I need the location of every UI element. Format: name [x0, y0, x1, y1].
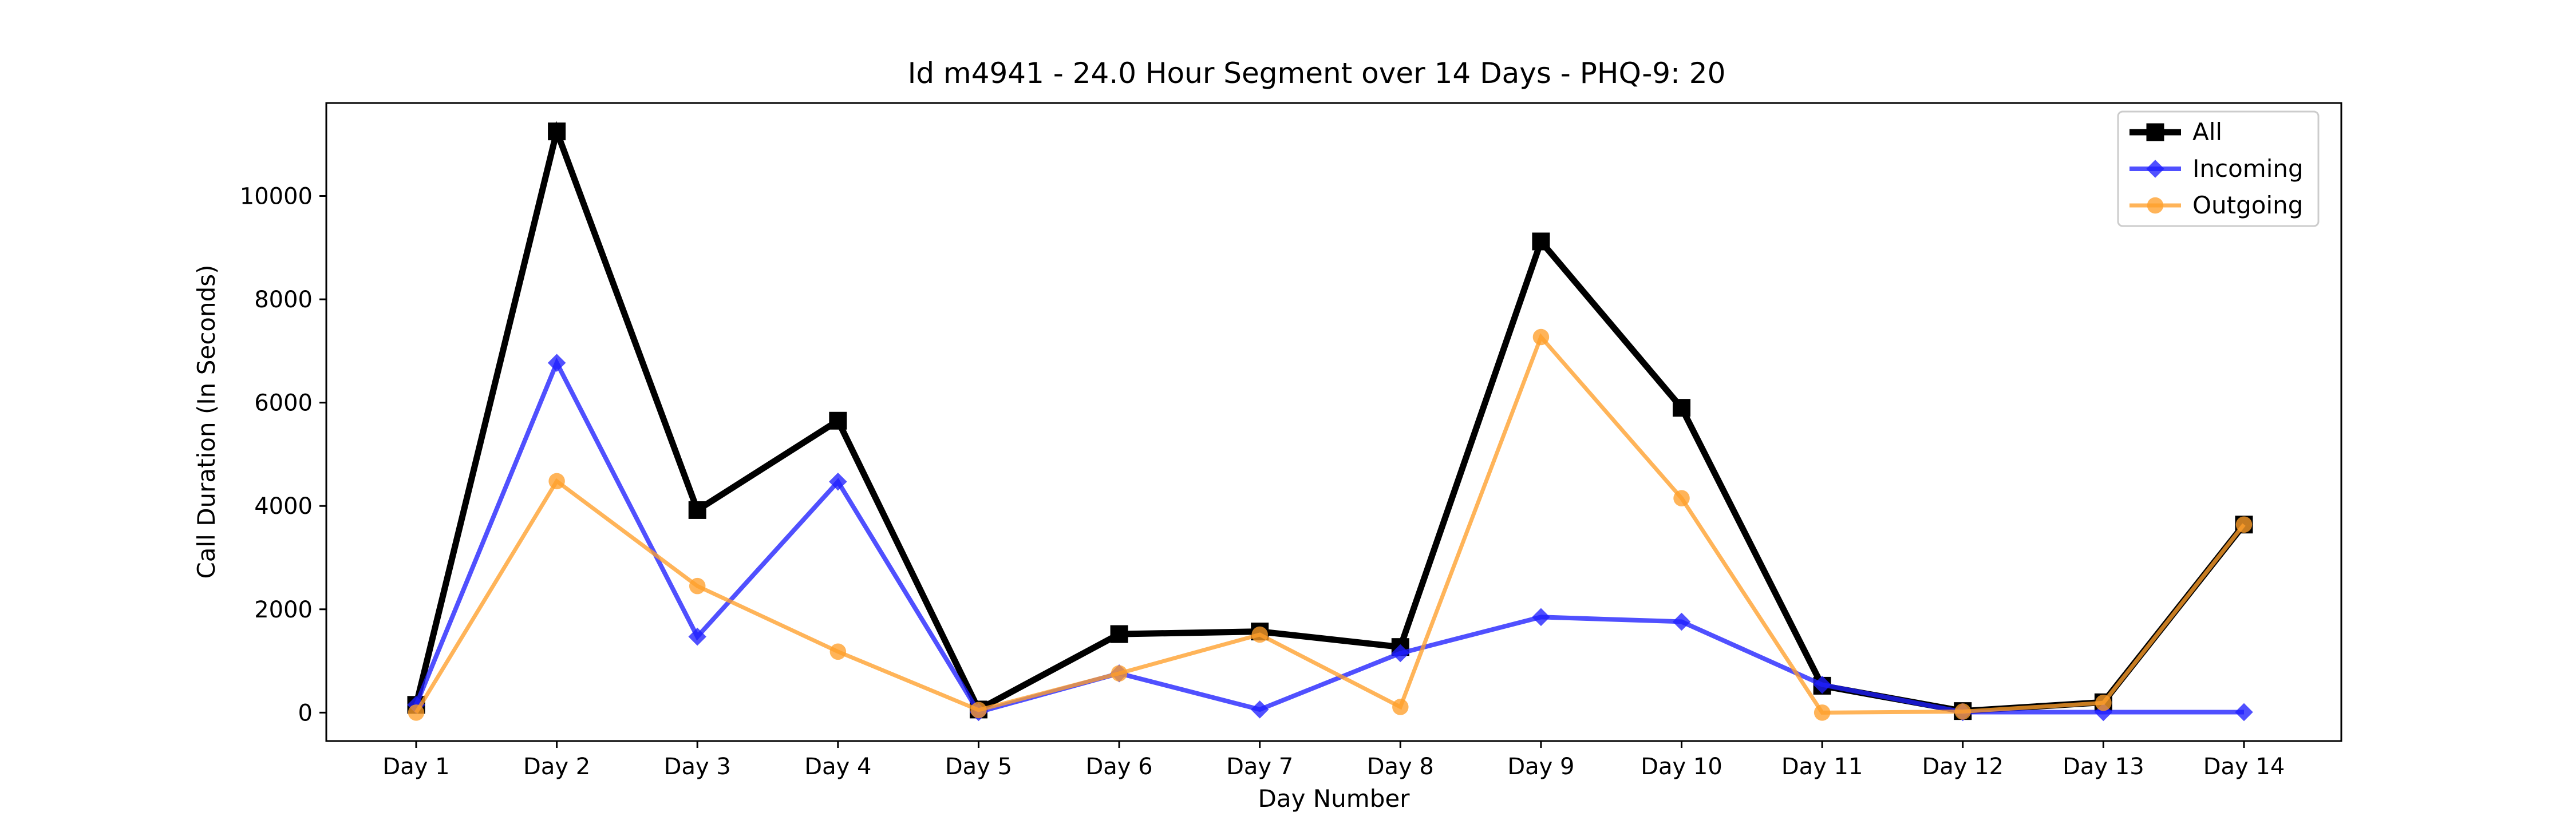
data-point-outgoing [1392, 699, 1409, 715]
data-point-all [1110, 625, 1128, 643]
data-point-outgoing [970, 702, 987, 719]
y-axis-label: Call Duration (In Seconds) [192, 264, 220, 579]
chart-title: Id m4941 - 24.0 Hour Segment over 14 Day… [908, 57, 1726, 90]
data-point-outgoing [408, 704, 425, 721]
x-tick-label: Day 2 [523, 754, 590, 780]
x-tick-label: Day 3 [664, 754, 731, 780]
plot-frame [325, 102, 2342, 742]
x-tick-label: Day 9 [1507, 754, 1574, 780]
data-point-incoming [1250, 700, 1269, 719]
data-point-all [829, 411, 847, 430]
y-tick-label: 4000 [254, 493, 313, 520]
legend-marker-all [2146, 123, 2164, 141]
data-point-outgoing [1111, 665, 1128, 682]
legend-marker-incoming [2146, 160, 2164, 178]
data-point-outgoing [689, 577, 706, 595]
x-tick-label: Day 10 [1641, 754, 1722, 780]
x-tick-label: Day 13 [2063, 754, 2144, 780]
x-tick-label: Day 7 [1226, 754, 1293, 780]
plot-marks [407, 120, 2253, 722]
y-tick-label: 2000 [254, 597, 313, 623]
data-point-outgoing [548, 473, 565, 490]
y-tick-label: 0 [298, 700, 313, 726]
x-tick-label: Day 4 [804, 754, 871, 780]
x-tick-label: Day 11 [1781, 754, 1863, 780]
y-tick-label: 6000 [254, 390, 313, 417]
legend-label-incoming: Incoming [2192, 154, 2304, 183]
legend-label-outgoing: Outgoing [2192, 191, 2303, 219]
data-point-incoming [1813, 675, 1831, 694]
data-point-outgoing [1532, 328, 1550, 346]
x-tick-label: Day 14 [2203, 754, 2285, 780]
series-line-outgoing [414, 333, 2246, 715]
data-point-incoming [1672, 612, 1691, 631]
x-tick-label: Day 1 [382, 754, 449, 780]
x-tick-label: Day 5 [945, 754, 1012, 780]
data-point-incoming [547, 354, 566, 372]
x-tick-label: Day 8 [1367, 754, 1434, 780]
axes: Day 1 Day 2 Day 3 Day 4 Day 5 Day 6 Day 7 Day 8… [240, 184, 2285, 780]
data-point-all [548, 122, 566, 141]
legend-marker-outgoing [2147, 197, 2164, 214]
x-axis-label: Day Number [1258, 785, 1410, 813]
data-point-outgoing [2235, 516, 2253, 533]
series-line-incoming [414, 357, 2244, 715]
data-point-all [1673, 399, 1691, 417]
data-point-outgoing [829, 643, 847, 660]
data-point-incoming [2235, 703, 2253, 722]
series-outgoing [408, 328, 2253, 721]
data-point-outgoing [2095, 694, 2112, 711]
y-tick-label: 10000 [240, 184, 313, 210]
data-point-all [1532, 232, 1550, 251]
legend-label-all: All [2192, 118, 2222, 146]
data-point-incoming [829, 473, 847, 491]
data-point-incoming [1532, 608, 1550, 627]
x-tick-label: Day 6 [1085, 754, 1152, 780]
data-point-incoming [1391, 644, 1410, 663]
data-point-outgoing [1954, 703, 1971, 720]
data-point-outgoing [1673, 490, 1690, 506]
x-tick-label: Day 12 [1922, 754, 2004, 780]
legend: All Incoming Outgoing [2117, 110, 2320, 227]
data-point-outgoing [1814, 704, 1831, 721]
data-point-incoming [688, 627, 706, 646]
y-tick-label: 8000 [254, 287, 313, 313]
data-point-outgoing [1251, 626, 1268, 643]
data-point-all [688, 501, 706, 519]
legend-frame [2117, 110, 2320, 227]
